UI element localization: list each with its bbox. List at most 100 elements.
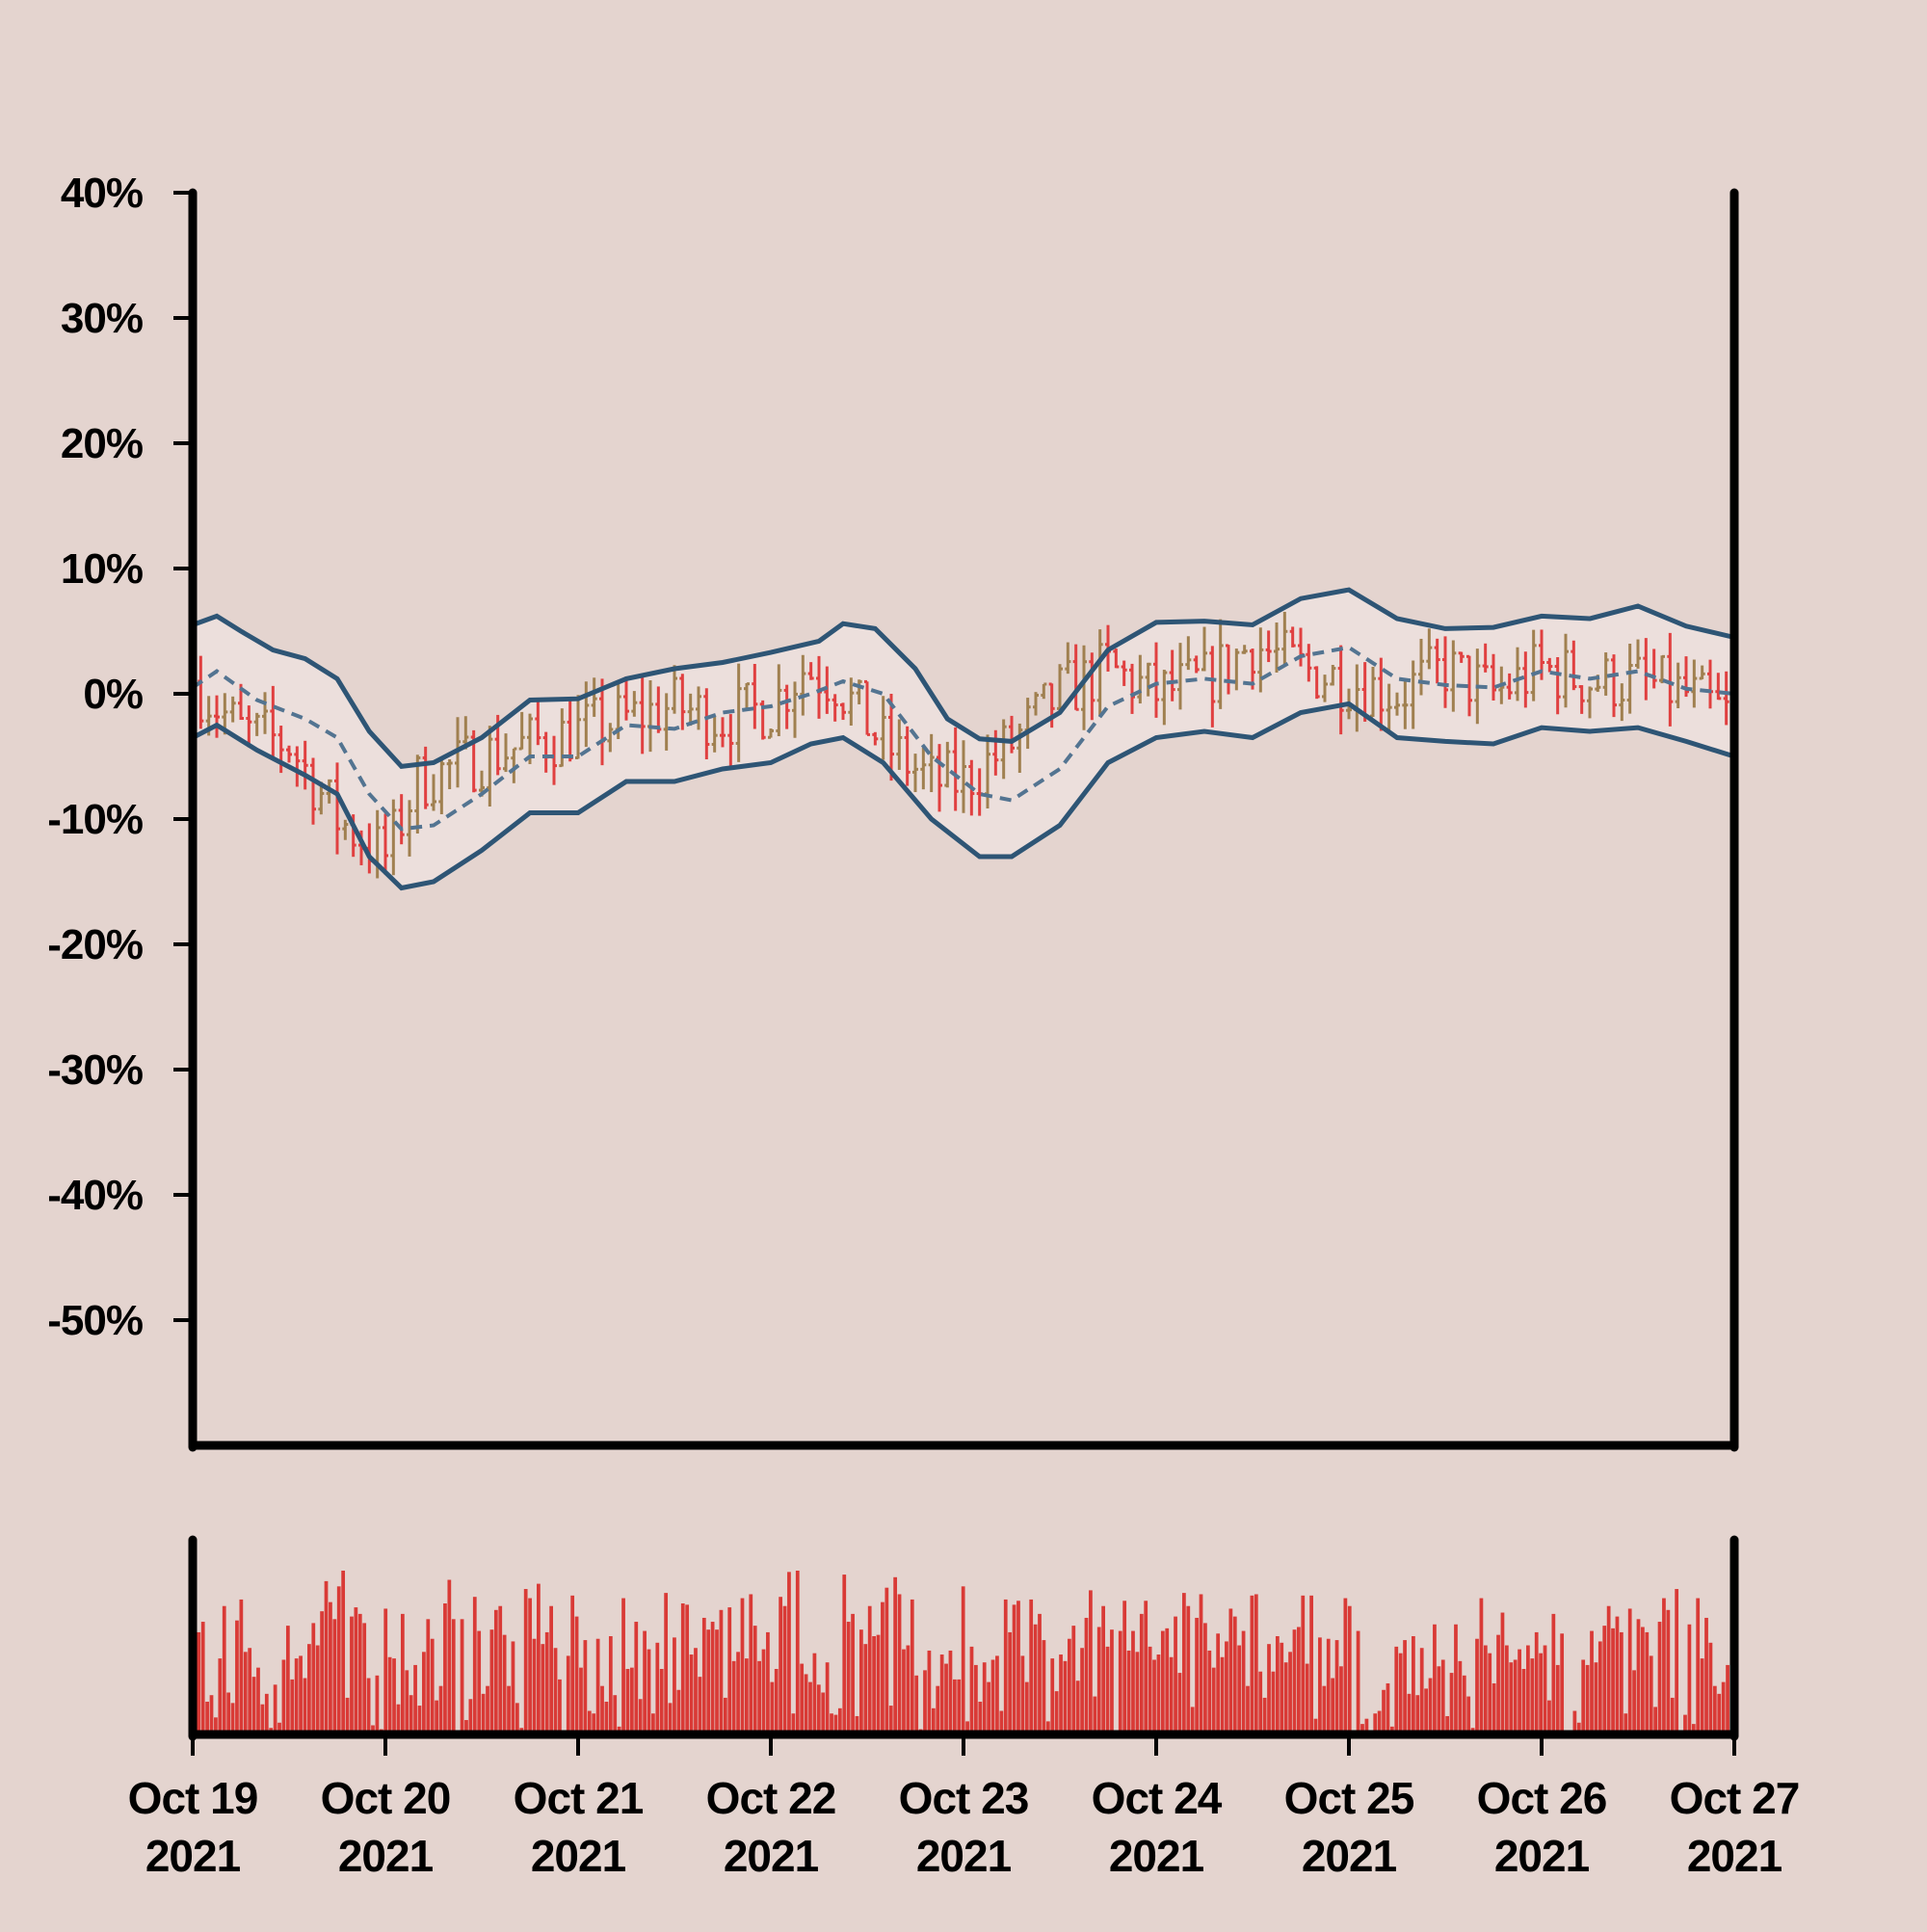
volume-bar [413,1664,417,1734]
volume-bar [1177,1673,1182,1734]
volume-bar [804,1674,808,1734]
ohlc-bar [800,654,806,716]
ohlc-bar [575,695,581,759]
ohlc-bar [1699,665,1705,680]
ohlc-bar [703,688,710,759]
volume-bar [604,1702,609,1734]
volume-bar [608,1636,613,1734]
ohlc-bar [663,693,670,751]
ohlc-bar [711,715,718,753]
ohlc-bar [1563,633,1569,708]
volume-bar [1458,1660,1463,1734]
volume-bar [1687,1624,1692,1734]
ohlc-bar [1386,683,1392,733]
volume-bar [1144,1601,1148,1734]
volume-bar [1195,1617,1199,1734]
ohlc-bar [623,675,629,721]
ohlc-bar [1619,683,1625,722]
volume-bar [1424,1688,1428,1734]
volume-bar [694,1648,698,1734]
volume-bar [846,1622,851,1734]
volume-bar [1475,1638,1479,1734]
ohlc-bar [334,762,340,855]
volume-bar [1479,1598,1484,1734]
volume-bar [1339,1666,1343,1734]
ohlc-bar [720,717,726,748]
ohlc-bar [1153,642,1159,718]
ohlc-bar [1257,627,1264,693]
ohlc-bar [1723,671,1729,726]
ohlc-bar [937,744,942,812]
volume-bar [1496,1634,1500,1734]
volume-bar [1331,1678,1335,1734]
ohlc-bar [1033,692,1039,716]
volume-bar [1504,1645,1509,1734]
volume-bar [1063,1660,1068,1734]
volume-bar [1169,1656,1174,1734]
ohlc-bar [1515,647,1520,701]
volume-bar [405,1670,409,1734]
volume-bar [1543,1645,1547,1734]
volume-bar [1024,1681,1029,1734]
volume-bar [1415,1695,1420,1734]
bollinger-lower-line [191,701,1735,891]
volume-bar [592,1713,596,1734]
volume-bar [426,1619,431,1734]
volume-bar [528,1598,532,1734]
volume-bar [1551,1613,1556,1734]
volume-bar [1662,1598,1666,1734]
volume-bar [1602,1626,1607,1734]
x-tick-label-date: Oct 23 [899,1773,1029,1823]
volume-bar [200,1622,205,1734]
ohlc-bar [1378,657,1385,731]
y-tick-label: -10% [47,796,143,843]
ohlc-bar [1675,662,1681,709]
ohlc-bar [687,693,694,727]
volume-bar [987,1681,990,1734]
volume-bar [277,1722,281,1734]
volume-bar [264,1693,269,1734]
volume-bar [1657,1622,1662,1734]
volume-bar [727,1607,732,1734]
volume-bar [1373,1713,1378,1734]
volume-bar [795,1571,800,1734]
volume-bar [1122,1601,1127,1734]
volume-bar [969,1646,974,1734]
volume-bar [680,1603,685,1734]
ohlc-bar [414,754,421,834]
volume-bar [558,1679,562,1734]
volume-bar [209,1695,214,1734]
volume-bar [222,1605,226,1734]
ohlc-bar [1169,649,1175,701]
volume-bar [383,1608,388,1734]
volume-bar [1632,1670,1636,1734]
volume-bar [621,1598,625,1734]
ohlc-bar [639,675,646,754]
volume-panel: Oct 19 2021 Oct 20 2021 Oct 21 2021 Oct 22 2021… [128,1535,1800,1881]
ohlc-bar [872,731,879,746]
ohlc-bar [270,685,277,760]
ohlc-bar [1016,723,1023,773]
volume-bar [1483,1645,1488,1734]
volume-bar [1726,1664,1729,1734]
volume-bar [371,1725,375,1734]
ohlc-bar [407,800,412,857]
ohlc-bar [735,663,742,762]
volume-bar [481,1693,486,1734]
volume-bar [1347,1605,1352,1734]
volume-bar [812,1653,817,1734]
ohlc-bar [752,663,758,729]
volume-bar [830,1713,833,1734]
volume-bar [643,1630,647,1734]
ohlc-bar [422,746,429,809]
ohlc-bar [1506,673,1513,700]
ohlc-bar [1241,645,1248,654]
volume-bar [1343,1598,1348,1734]
volume-bar [1045,1721,1050,1734]
volume-bar [1555,1664,1560,1734]
volume-bar [553,1648,558,1734]
volume-bar [1500,1612,1505,1734]
volume-bar [1572,1710,1577,1734]
volume-bar [1382,1689,1386,1734]
x-tick-label-date: Oct 19 [128,1773,258,1823]
